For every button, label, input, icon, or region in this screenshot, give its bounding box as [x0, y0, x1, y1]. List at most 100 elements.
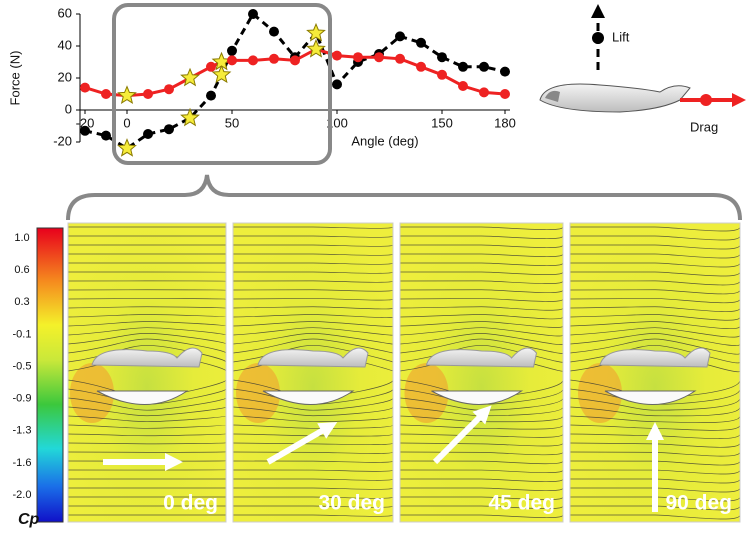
x-tick-label: -20: [76, 115, 95, 130]
streamline: [400, 505, 563, 509]
legend-label: Lift: [612, 29, 630, 44]
streamline: [400, 460, 563, 465]
pressure-spot: [578, 363, 622, 423]
streamline: [570, 298, 740, 304]
streamline: [233, 505, 393, 508]
streamline: [68, 442, 226, 445]
series-point: [395, 53, 405, 64]
streamline: [233, 289, 393, 292]
flow-arrow: [266, 425, 329, 465]
series-point: [290, 55, 300, 66]
series-point: [500, 89, 510, 99]
series-point: [227, 45, 237, 56]
streamline: [400, 235, 563, 239]
streamline: [68, 433, 226, 437]
zoom-box: [112, 3, 332, 165]
legend-label: Drag: [690, 119, 718, 134]
streamline: [400, 289, 563, 293]
streamline: [68, 406, 226, 417]
flow-arrow: [432, 411, 486, 465]
x-tick-label: 0: [123, 115, 130, 130]
panel-border: [399, 222, 564, 523]
flow-arrowhead: [472, 405, 492, 425]
streamline: [233, 262, 393, 265]
flow-panel: 0 deg: [68, 223, 226, 522]
vehicle-upper: [91, 347, 203, 368]
streamline: [400, 524, 563, 527]
panel-border: [67, 222, 227, 523]
colorbar-label: -0.9: [13, 393, 32, 405]
streamline: [570, 524, 740, 528]
panel-label: 45 deg: [488, 492, 555, 515]
streamline: [68, 333, 226, 345]
x-tick-label: 50: [225, 115, 239, 130]
streamline: [400, 314, 563, 320]
streamline: [68, 415, 226, 423]
series-point: [395, 31, 405, 42]
series-point: [248, 55, 258, 66]
series-point: [437, 69, 447, 80]
streamline: [68, 306, 226, 309]
series-point: [353, 52, 363, 63]
series-point: [437, 52, 447, 63]
streamline: [400, 424, 563, 430]
highlight-star: [180, 107, 200, 127]
streamline: [68, 338, 226, 354]
flow-arrowhead: [317, 422, 338, 439]
panel-label: 90 deg: [665, 492, 732, 515]
streamline: [570, 327, 740, 338]
streamline: [68, 314, 226, 318]
streamline: [233, 271, 393, 274]
colorbar: [36, 227, 64, 523]
vehicle-lower: [431, 390, 524, 405]
streamline: [233, 338, 393, 354]
series-point: [143, 129, 153, 139]
streamline: [570, 514, 740, 520]
streamline: [233, 321, 393, 327]
streamline: [233, 314, 393, 319]
series-point: [248, 9, 258, 19]
x-tick-label: 180: [494, 115, 516, 130]
y-tick-label: 20: [58, 69, 72, 84]
streamline: [233, 244, 393, 247]
series-point: [479, 61, 489, 72]
streamline: [400, 244, 563, 248]
streamline: [233, 496, 393, 499]
flow-panel: 45 deg: [400, 223, 563, 527]
streamline: [570, 321, 740, 329]
y-tick-label: 0: [65, 101, 72, 116]
series-point: [269, 26, 279, 37]
series-point: [458, 81, 468, 91]
vehicle-upper: [599, 347, 711, 368]
streamline: [233, 253, 393, 256]
panel-border: [232, 222, 394, 523]
streamline: [233, 327, 393, 336]
streamline: [400, 442, 563, 447]
streamline: [68, 397, 226, 411]
streamline: [570, 253, 740, 259]
highlight-star: [306, 38, 326, 58]
streamline: [400, 298, 563, 302]
flow-panel: 90 deg: [570, 223, 740, 528]
series-point: [101, 130, 111, 141]
series-point: [80, 82, 90, 93]
streamline: [233, 487, 393, 490]
x-axis-label: Angle (deg): [351, 133, 418, 148]
streamline: [233, 397, 393, 411]
series-point: [101, 89, 111, 99]
colorbar-label: -0.1: [13, 328, 32, 340]
series-point: [479, 87, 489, 98]
series-line: [84, 47, 506, 98]
streamline: [400, 415, 563, 423]
series-point: [374, 52, 384, 63]
streamline: [400, 321, 563, 328]
vehicle-upper: [425, 347, 538, 368]
streamline: [233, 226, 393, 229]
streamline: [400, 478, 563, 483]
series-point: [206, 61, 216, 72]
bracket: [66, 174, 742, 221]
streamline: [233, 451, 393, 454]
series-point: [458, 61, 468, 72]
y-axis-label: Force (N): [7, 51, 22, 106]
flow-panel: 30 deg: [233, 223, 393, 522]
